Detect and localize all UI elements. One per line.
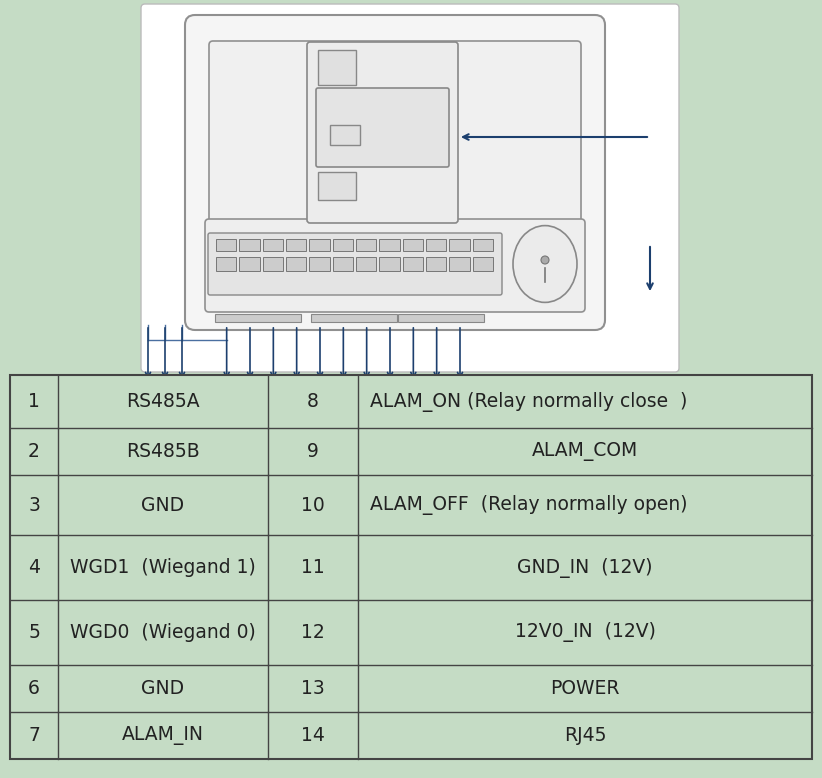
Bar [10, 428, 812, 475]
Bar [10, 375, 812, 428]
FancyBboxPatch shape [141, 4, 679, 372]
Text: GND_IN  (12V): GND_IN (12V) [517, 558, 653, 577]
Text: 11: 11 [383, 390, 397, 400]
Ellipse shape [513, 226, 577, 303]
Bar [318, 172, 356, 200]
Bar [10, 535, 812, 600]
Text: 6: 6 [270, 390, 277, 400]
Text: RJ45: RJ45 [564, 726, 607, 745]
Bar [10, 375, 812, 759]
Text: 7: 7 [293, 390, 300, 400]
Bar [263, 257, 283, 271]
Text: 13: 13 [301, 679, 325, 698]
Bar [263, 239, 283, 251]
Bar [333, 239, 353, 251]
Bar [333, 257, 353, 271]
FancyBboxPatch shape [274, 26, 304, 38]
Bar [318, 50, 356, 85]
Text: 14: 14 [301, 726, 325, 745]
Text: 9: 9 [307, 442, 319, 461]
Bar [239, 257, 260, 271]
Bar [216, 239, 237, 251]
Text: GND: GND [141, 679, 185, 698]
Bar [379, 239, 399, 251]
Text: ALAM_OFF  (Relay normally open): ALAM_OFF (Relay normally open) [370, 495, 687, 515]
Bar [10, 665, 812, 712]
Text: 2: 2 [161, 390, 169, 400]
FancyBboxPatch shape [208, 233, 502, 295]
FancyBboxPatch shape [316, 88, 449, 167]
Text: GND: GND [141, 496, 185, 514]
Bar [426, 257, 446, 271]
FancyBboxPatch shape [209, 41, 581, 244]
Bar [356, 257, 376, 271]
Bar [10, 475, 812, 535]
Bar [426, 239, 446, 251]
Text: WGD1  (Wiegand 1): WGD1 (Wiegand 1) [70, 558, 256, 577]
Text: 6: 6 [28, 679, 40, 698]
Bar [216, 257, 237, 271]
Text: 9: 9 [339, 390, 347, 400]
Text: 8: 8 [316, 390, 324, 400]
Text: 10: 10 [360, 390, 374, 400]
FancyBboxPatch shape [494, 26, 524, 38]
Bar [398, 314, 484, 322]
Bar [450, 257, 469, 271]
Bar [239, 239, 260, 251]
Text: 12: 12 [301, 623, 325, 642]
Bar [311, 314, 397, 322]
Text: 7: 7 [28, 726, 40, 745]
Text: WGD0  (Wiegand 0): WGD0 (Wiegand 0) [70, 623, 256, 642]
Text: 3: 3 [28, 496, 40, 514]
Text: RS485A: RS485A [127, 392, 200, 411]
Text: 12: 12 [406, 390, 420, 400]
Bar [379, 257, 399, 271]
Bar [286, 257, 307, 271]
Text: 1: 1 [28, 392, 40, 411]
Bar [309, 239, 330, 251]
Bar [356, 239, 376, 251]
Text: 10: 10 [301, 496, 325, 514]
Text: POWER: POWER [550, 679, 620, 698]
Bar [10, 600, 812, 665]
Text: ALAM_ON (Relay normally close  ): ALAM_ON (Relay normally close ) [370, 391, 687, 412]
Text: 1: 1 [145, 390, 151, 400]
Text: 11: 11 [301, 558, 325, 577]
Bar [309, 257, 330, 271]
Text: 4: 4 [28, 558, 40, 577]
Bar [330, 125, 360, 145]
Bar [215, 314, 301, 322]
Text: 8: 8 [307, 392, 319, 411]
Circle shape [541, 256, 549, 264]
Bar [450, 239, 469, 251]
Text: ALAM_COM: ALAM_COM [532, 442, 638, 461]
Bar [403, 239, 423, 251]
Text: 5: 5 [28, 623, 40, 642]
Text: ALAM_IN: ALAM_IN [122, 726, 204, 745]
Bar [473, 239, 493, 251]
FancyBboxPatch shape [307, 42, 458, 223]
Text: 5: 5 [247, 390, 253, 400]
FancyBboxPatch shape [205, 219, 585, 312]
Text: 12V0_IN  (12V): 12V0_IN (12V) [515, 622, 655, 643]
Text: RS485B: RS485B [126, 442, 200, 461]
Text: 14: 14 [453, 390, 467, 400]
Text: 3: 3 [178, 390, 186, 400]
Bar [473, 257, 493, 271]
FancyBboxPatch shape [185, 15, 605, 330]
Bar [403, 257, 423, 271]
Text: 13: 13 [430, 390, 444, 400]
Bar [286, 239, 307, 251]
Text: 4: 4 [223, 390, 230, 400]
Bar [10, 712, 812, 759]
Text: 2: 2 [28, 442, 40, 461]
